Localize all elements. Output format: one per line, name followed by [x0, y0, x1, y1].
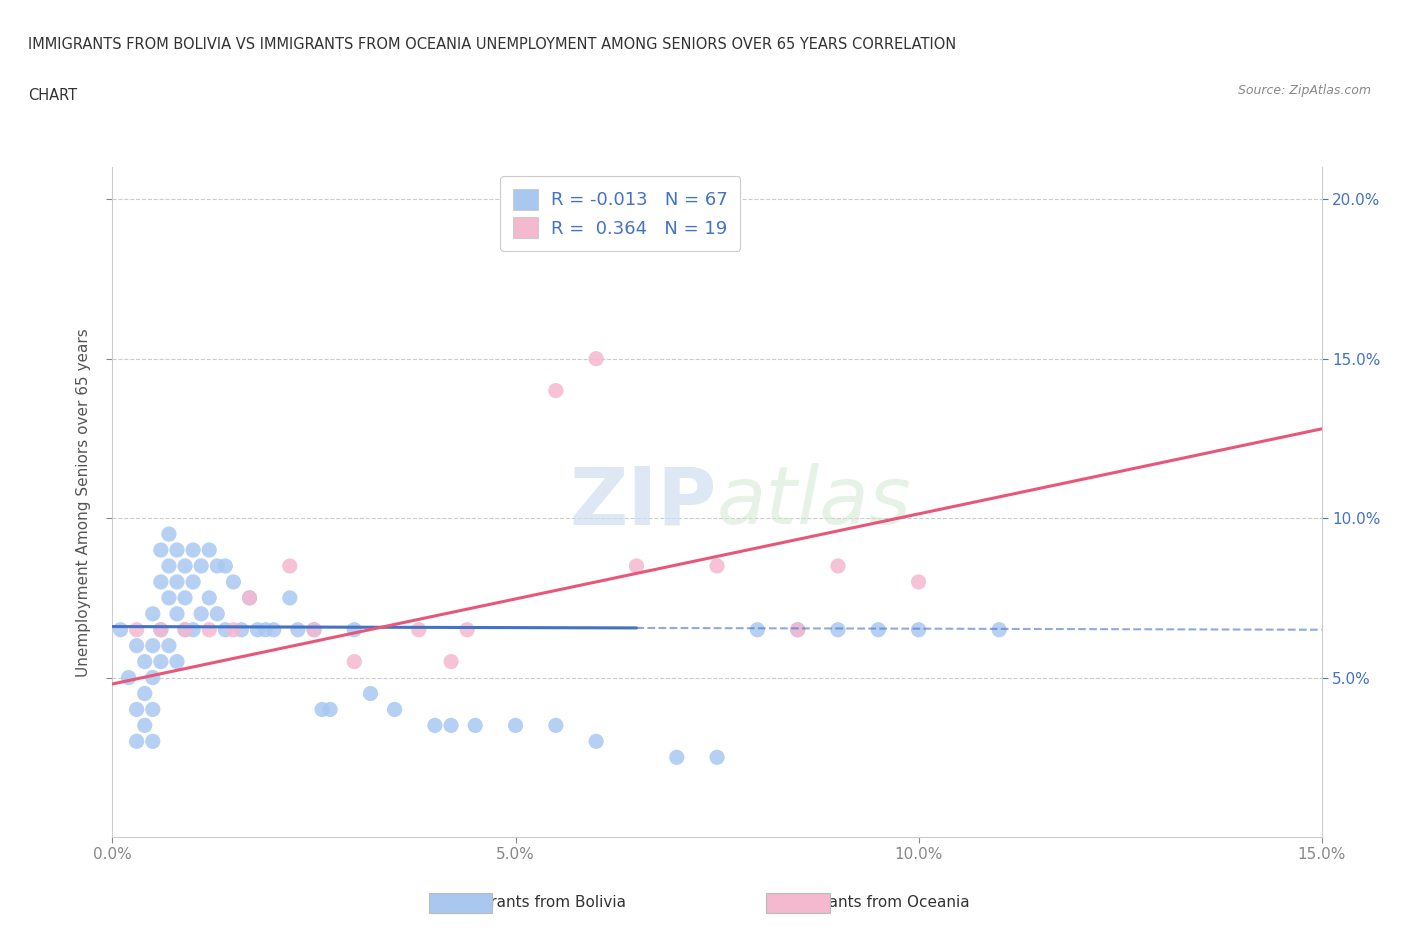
Point — [544, 718, 567, 733]
Point — [384, 702, 406, 717]
Point — [423, 718, 446, 733]
Point — [142, 702, 165, 717]
Point — [174, 622, 197, 637]
Point — [157, 591, 180, 605]
Text: CHART: CHART — [28, 88, 77, 103]
Point — [166, 575, 188, 590]
Point — [319, 702, 342, 717]
Point — [786, 622, 808, 637]
Point — [222, 622, 245, 637]
Point — [287, 622, 309, 637]
Point — [149, 622, 172, 637]
Text: Immigrants from Oceania: Immigrants from Oceania — [773, 895, 970, 910]
Point — [110, 622, 132, 637]
Point — [505, 718, 527, 733]
Legend: R = -0.013   N = 67, R =  0.364   N = 19: R = -0.013 N = 67, R = 0.364 N = 19 — [501, 177, 741, 251]
Point — [827, 622, 849, 637]
Point — [311, 702, 333, 717]
Text: ZIP: ZIP — [569, 463, 717, 541]
Point — [125, 622, 148, 637]
Point — [190, 606, 212, 621]
Point — [456, 622, 478, 637]
Point — [214, 622, 236, 637]
Point — [207, 559, 229, 574]
Point — [544, 383, 567, 398]
Point — [142, 734, 165, 749]
Point — [181, 542, 204, 557]
Point — [278, 591, 301, 605]
Point — [174, 559, 197, 574]
Point — [868, 622, 890, 637]
Point — [238, 591, 260, 605]
Point — [302, 622, 325, 637]
Point — [238, 591, 260, 605]
Text: IMMIGRANTS FROM BOLIVIA VS IMMIGRANTS FROM OCEANIA UNEMPLOYMENT AMONG SENIORS OV: IMMIGRANTS FROM BOLIVIA VS IMMIGRANTS FR… — [28, 37, 956, 52]
Point — [149, 542, 172, 557]
Point — [125, 638, 148, 653]
Point — [149, 622, 172, 637]
Point — [142, 638, 165, 653]
Point — [988, 622, 1011, 637]
Point — [907, 575, 929, 590]
Point — [125, 734, 148, 749]
Point — [827, 559, 849, 574]
Text: Source: ZipAtlas.com: Source: ZipAtlas.com — [1237, 84, 1371, 97]
Point — [786, 622, 808, 637]
Point — [278, 559, 301, 574]
Point — [246, 622, 269, 637]
Text: Immigrants from Bolivia: Immigrants from Bolivia — [443, 895, 626, 910]
Point — [747, 622, 769, 637]
Point — [343, 654, 366, 669]
Point — [626, 559, 648, 574]
Point — [464, 718, 486, 733]
Y-axis label: Unemployment Among Seniors over 65 years: Unemployment Among Seniors over 65 years — [76, 328, 91, 677]
Point — [142, 671, 165, 685]
Point — [263, 622, 285, 637]
Point — [174, 622, 197, 637]
Text: atlas: atlas — [717, 463, 912, 541]
Point — [585, 352, 607, 366]
Point — [198, 542, 221, 557]
Point — [214, 559, 236, 574]
Point — [231, 622, 253, 637]
Point — [359, 686, 381, 701]
Point — [125, 702, 148, 717]
Point — [166, 542, 188, 557]
Point — [142, 606, 165, 621]
Point — [907, 622, 929, 637]
Point — [706, 559, 728, 574]
Point — [134, 654, 156, 669]
Point — [181, 575, 204, 590]
Point — [166, 654, 188, 669]
Point — [198, 591, 221, 605]
Point — [198, 622, 221, 637]
Point — [117, 671, 139, 685]
Point — [174, 591, 197, 605]
Point — [222, 575, 245, 590]
Point — [408, 622, 430, 637]
Point — [181, 622, 204, 637]
Point — [149, 575, 172, 590]
Point — [190, 559, 212, 574]
Point — [302, 622, 325, 637]
Point — [134, 686, 156, 701]
Point — [440, 654, 463, 669]
Point — [166, 606, 188, 621]
Point — [157, 559, 180, 574]
Point — [157, 638, 180, 653]
Point — [134, 718, 156, 733]
Point — [665, 750, 688, 764]
Point — [149, 654, 172, 669]
Point — [254, 622, 277, 637]
Point — [343, 622, 366, 637]
Point — [157, 526, 180, 541]
Point — [207, 606, 229, 621]
Point — [440, 718, 463, 733]
Point — [706, 750, 728, 764]
Point — [585, 734, 607, 749]
